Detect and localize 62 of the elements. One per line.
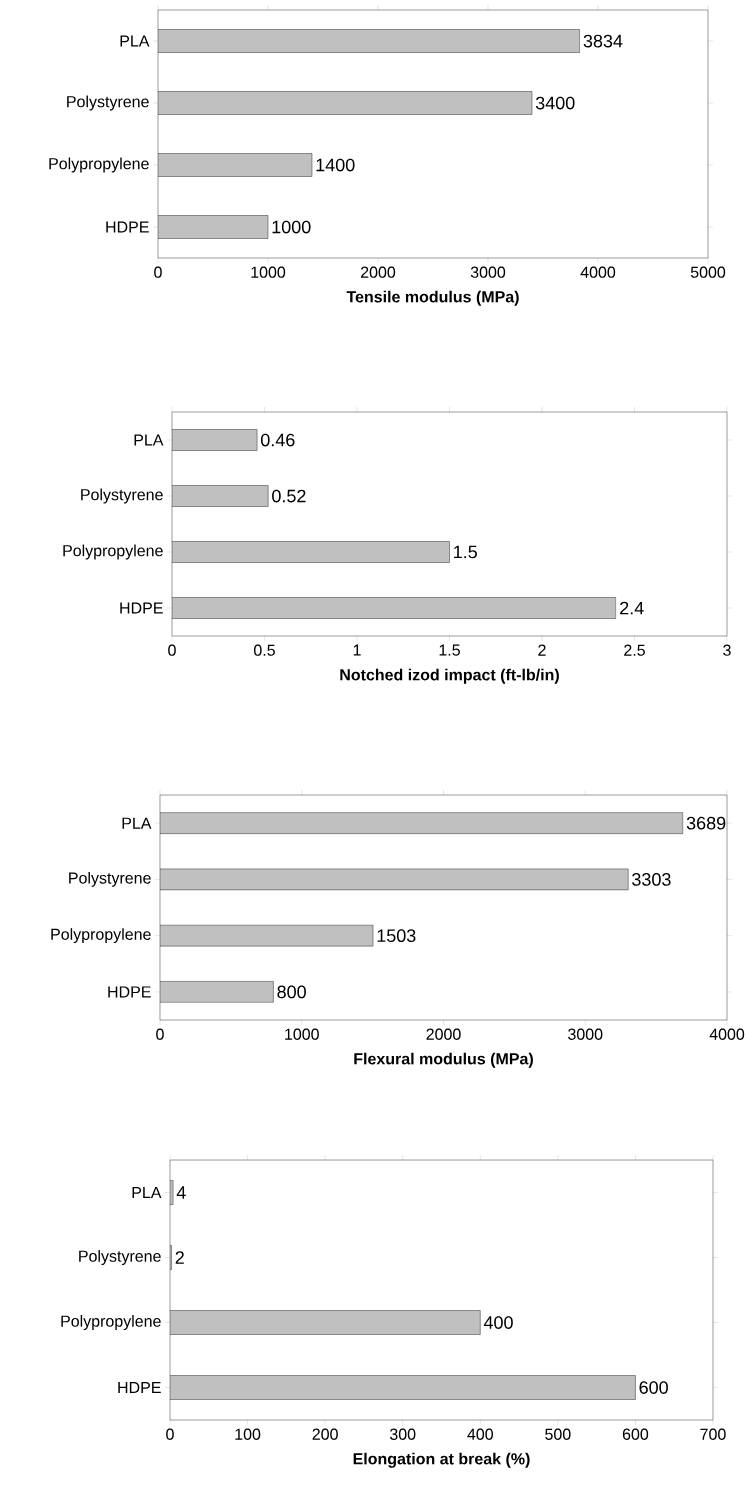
x-tick-label: 1000 xyxy=(285,1028,319,1040)
x-tick-label: 500 xyxy=(545,1428,571,1440)
x-tick-label: 5000 xyxy=(690,266,726,278)
x-axis-title: Tensile modulus (MPa) xyxy=(346,290,519,306)
x-tick-label: 700 xyxy=(700,1428,726,1440)
x-tick-label: 100 xyxy=(235,1428,261,1440)
data-label: 1000 xyxy=(272,220,311,234)
y-tick-label: HDPE xyxy=(120,602,163,614)
x-tick-label: 0 xyxy=(154,266,162,278)
data-label: 4 xyxy=(176,1186,186,1199)
data-label: 3303 xyxy=(632,873,671,886)
x-axis-title: Flexural modulus (MPa) xyxy=(354,1052,533,1068)
data-label: 1.5 xyxy=(454,545,477,559)
data-label: 1503 xyxy=(377,929,416,943)
x-tick-label: 3 xyxy=(723,644,731,656)
data-label: 1400 xyxy=(316,158,355,172)
data-label: 3400 xyxy=(535,96,575,110)
x-tick-label: 2 xyxy=(538,644,546,656)
data-label: 3689 xyxy=(686,816,726,830)
data-label: 800 xyxy=(277,985,306,999)
y-tick-label: Polystyrene xyxy=(67,95,149,111)
y-tick-label: Polystyrene xyxy=(79,1250,161,1265)
x-tick-label: 600 xyxy=(622,1428,649,1440)
data-label: 0.52 xyxy=(272,489,306,503)
y-tick-label: HDPE xyxy=(118,1382,161,1394)
x-axis-title: Elongation at break (%) xyxy=(353,1452,530,1468)
y-tick-label: Polypropylene xyxy=(63,544,163,560)
x-tick-label: 0.5 xyxy=(254,644,275,656)
data-label: 3834 xyxy=(583,34,623,48)
y-tick-label: HDPE xyxy=(108,986,151,998)
x-tick-label: 3000 xyxy=(470,266,506,278)
x-tick-label: 1 xyxy=(353,644,361,656)
x-tick-label: 2.5 xyxy=(624,644,645,656)
y-tick-label: Polypropylene xyxy=(61,1315,161,1330)
x-tick-label: 2000 xyxy=(361,266,396,278)
x-tick-label: 4000 xyxy=(580,266,616,278)
x-axis-title: Notched izod impact (ft-lb/in) xyxy=(340,668,559,684)
data-label: 600 xyxy=(639,1381,668,1394)
y-tick-label: Polystyrene xyxy=(69,871,151,887)
x-tick-label: 200 xyxy=(312,1428,338,1440)
y-tick-label: PLA xyxy=(120,35,150,47)
x-tick-label: 0 xyxy=(156,1028,164,1040)
x-tick-label: 3000 xyxy=(568,1028,603,1040)
data-label: 400 xyxy=(483,1316,513,1329)
y-tick-label: PLA xyxy=(132,1187,162,1199)
x-tick-label: 1.5 xyxy=(439,644,460,656)
data-label: 2 xyxy=(175,1251,184,1264)
x-tick-label: 2000 xyxy=(426,1028,461,1040)
x-tick-label: 300 xyxy=(389,1428,416,1440)
y-tick-label: Polypropylene xyxy=(49,157,149,173)
y-tick-label: HDPE xyxy=(106,221,149,233)
x-tick-label: 400 xyxy=(467,1428,493,1440)
x-tick-label: 4000 xyxy=(709,1028,745,1040)
x-tick-label: 1000 xyxy=(251,266,286,278)
data-label: 0.46 xyxy=(261,433,295,447)
x-tick-label: 0 xyxy=(168,644,176,656)
y-tick-label: PLA xyxy=(134,434,164,446)
x-tick-label: 0 xyxy=(166,1428,174,1440)
y-tick-label: PLA xyxy=(122,817,152,829)
y-tick-label: Polypropylene xyxy=(51,928,151,944)
y-tick-label: Polystyrene xyxy=(81,488,163,504)
data-label: 2.4 xyxy=(620,601,644,615)
